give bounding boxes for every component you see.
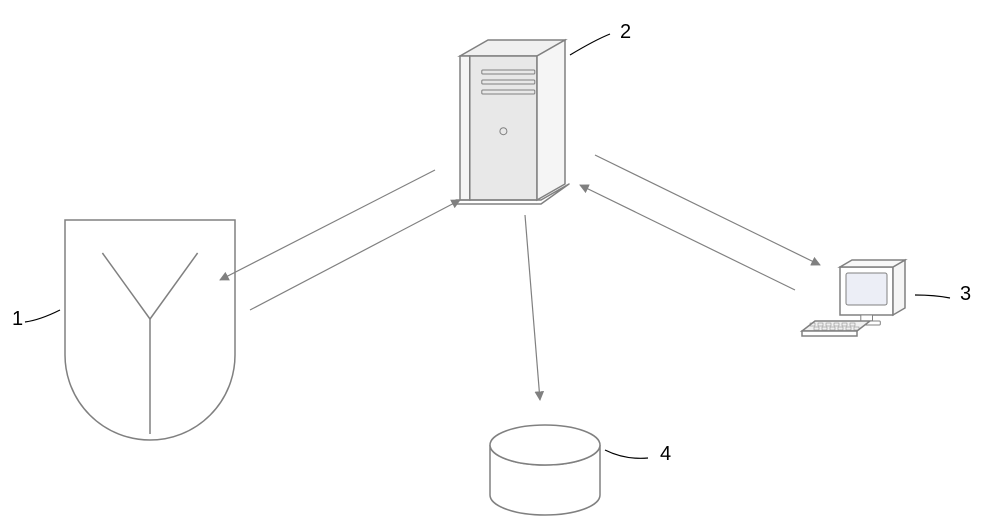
arrow-server-to-shield <box>220 170 435 280</box>
server-label: 2 <box>620 21 631 43</box>
server-leader <box>570 34 610 55</box>
arrow-shield-to-server <box>250 200 460 310</box>
arrow-server-to-computer <box>595 155 820 265</box>
database-leader <box>605 450 648 458</box>
shield-label: 1 <box>12 308 23 330</box>
server-node <box>456 40 569 204</box>
shield-leader <box>25 310 60 322</box>
arrow-server-to-database <box>525 215 540 400</box>
database-node <box>490 425 600 515</box>
computer-label: 3 <box>960 283 971 305</box>
computer-node <box>802 260 905 336</box>
computer-leader <box>915 295 950 298</box>
shield-node <box>65 220 235 440</box>
database-label: 4 <box>660 443 671 465</box>
